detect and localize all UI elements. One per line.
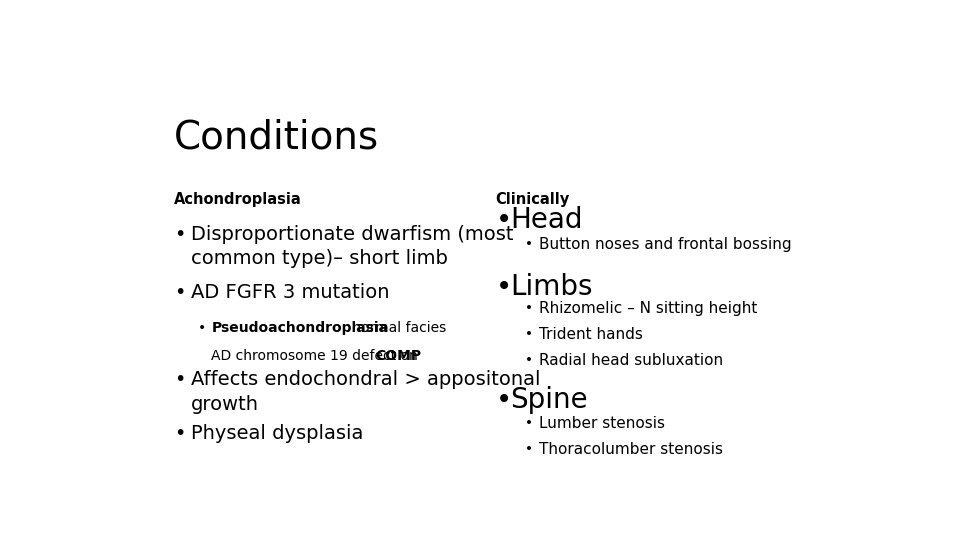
Text: Radial head subluxation: Radial head subluxation	[539, 353, 723, 368]
Text: •: •	[495, 273, 512, 301]
Text: •: •	[525, 327, 534, 341]
Text: Conditions: Conditions	[175, 119, 379, 157]
Text: Clinically: Clinically	[495, 192, 570, 207]
Text: COMP: COMP	[375, 349, 421, 363]
Text: Trident hands: Trident hands	[539, 327, 643, 342]
Text: •: •	[175, 370, 185, 389]
Text: Disproportionate dwarfism (most
common type)– short limb: Disproportionate dwarfism (most common t…	[191, 225, 514, 268]
Text: Affects endochondral > appositonal
growth: Affects endochondral > appositonal growt…	[191, 370, 540, 414]
Text: •: •	[175, 283, 185, 302]
Text: •: •	[495, 206, 512, 234]
Text: Spine: Spine	[511, 386, 588, 414]
Text: •: •	[525, 301, 534, 315]
Text: •: •	[175, 424, 185, 443]
Text: •: •	[525, 416, 534, 430]
Text: Achondroplasia: Achondroplasia	[175, 192, 302, 207]
Text: •: •	[175, 225, 185, 244]
Text: Physeal dysplasia: Physeal dysplasia	[191, 424, 363, 443]
Text: •: •	[495, 386, 512, 414]
Text: AD chromosome 19 defect on: AD chromosome 19 defect on	[211, 349, 422, 363]
Text: •: •	[198, 321, 206, 334]
Text: •: •	[525, 353, 534, 367]
Text: Limbs: Limbs	[511, 273, 593, 301]
Text: AD FGFR 3 mutation: AD FGFR 3 mutation	[191, 283, 389, 302]
Text: normal facies: normal facies	[348, 321, 446, 334]
Text: Head: Head	[511, 206, 583, 234]
Text: Thoracolumber stenosis: Thoracolumber stenosis	[539, 442, 723, 457]
Text: Pseudoachondroplasia: Pseudoachondroplasia	[211, 321, 388, 334]
Text: •: •	[525, 442, 534, 456]
Text: •: •	[525, 238, 534, 251]
Text: Rhizomelic – N sitting height: Rhizomelic – N sitting height	[539, 301, 757, 316]
Text: Lumber stenosis: Lumber stenosis	[539, 416, 665, 431]
Text: Button noses and frontal bossing: Button noses and frontal bossing	[539, 238, 791, 252]
